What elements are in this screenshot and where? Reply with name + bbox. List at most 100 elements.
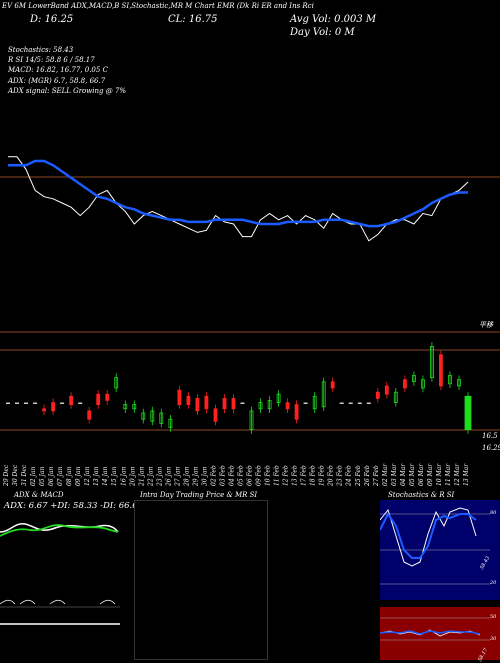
date-tick-label: 07 Jan xyxy=(57,466,64,486)
price-scale-label: 平移 xyxy=(479,321,493,329)
date-tick-label: 30 Jan xyxy=(201,466,208,486)
date-tick-label: 24 Feb xyxy=(346,465,353,487)
candle-body xyxy=(464,395,472,430)
candle-body xyxy=(186,395,191,405)
price-line xyxy=(8,156,469,242)
date-tick-label: 04 Mar xyxy=(400,463,407,486)
date-tick-label: 13 Mar xyxy=(463,463,470,486)
date-tick-label: 21 Jan xyxy=(138,466,145,487)
date-tick-label: 05 Feb xyxy=(238,465,245,486)
candle-doji xyxy=(240,402,245,404)
date-tick-label: 08 Jan xyxy=(66,466,73,486)
date-tick-label: 27 Jan xyxy=(174,466,181,487)
date-tick-label: 20 Jan xyxy=(129,466,136,487)
candle-body xyxy=(438,354,443,387)
adx-white-line xyxy=(0,523,119,533)
candle-body xyxy=(69,395,73,405)
candle-body xyxy=(213,408,218,422)
date-tick-label: 28 Jan xyxy=(183,466,190,487)
candle-body xyxy=(321,381,326,408)
candle-body xyxy=(276,393,281,403)
date-tick-label: 29 Jan xyxy=(192,466,199,487)
date-tick-label: 18 Feb xyxy=(310,465,317,486)
candle-body xyxy=(51,402,55,412)
candle-doji xyxy=(78,402,83,404)
candle-body xyxy=(457,379,461,387)
candle-body xyxy=(231,397,236,410)
date-tick-label: 10 Mar xyxy=(436,463,443,486)
candle-body xyxy=(159,412,164,424)
volume-label-low: 16.29 xyxy=(482,444,500,452)
candle-doji xyxy=(366,402,371,404)
candle-body xyxy=(204,395,209,410)
date-tick-label: 02 Mar xyxy=(382,463,389,486)
date-tick-label: 22 Jan xyxy=(147,466,154,487)
candle-body xyxy=(195,397,200,412)
date-tick-label: 05 Jan xyxy=(39,466,46,486)
date-tick-label: 25 Feb xyxy=(355,465,362,487)
candle-body xyxy=(448,375,452,385)
date-tick-label: 09 Mar xyxy=(427,463,434,486)
date-tick-label: 06 Jan xyxy=(48,466,55,486)
date-tick-label: 12 Jan xyxy=(84,466,91,486)
close-price: CL: 16.75 xyxy=(168,14,218,25)
date-tick-label: 13 Feb xyxy=(292,465,299,486)
date-tick-label: 26 Jan xyxy=(165,466,172,487)
candle-body xyxy=(123,404,128,410)
date-tick-label: 31 Dec xyxy=(21,464,28,486)
candle-body xyxy=(258,402,263,410)
date-tick-label: 13 Jan xyxy=(93,466,100,486)
day-volume: Day Vol: 0 M xyxy=(290,27,355,38)
adx-green-line xyxy=(0,524,119,537)
adx-panel xyxy=(0,500,120,660)
date-tick-label: 02 Jan xyxy=(30,466,37,486)
date-tick-label: 15 Jan xyxy=(111,466,118,486)
main-price-chart: 29 Dec 30 Dec 31 Dec 02 Jan 05 Jan 06 Jan 07 J… xyxy=(0,156,500,487)
candle-body xyxy=(177,389,182,406)
stochastics-k-line xyxy=(380,507,477,567)
candle-body xyxy=(96,393,101,406)
stochastics-level-80: 80 xyxy=(490,510,497,516)
candle-body xyxy=(375,391,380,399)
date-tick-label: 06 Feb xyxy=(247,465,254,486)
candle-body xyxy=(222,397,227,410)
candle-body xyxy=(420,379,425,389)
chart-header-line: EV 6M LowerBand ADX,MACD,B SI,Stochastic… xyxy=(2,2,314,10)
date-tick-label: 16 Jan xyxy=(120,466,127,486)
intraday-panel-title: Intra Day Trading Price & MR SI xyxy=(140,491,258,499)
candle-body xyxy=(114,377,119,389)
macd-line xyxy=(0,599,116,605)
candle-body xyxy=(132,404,137,410)
date-tick-label: 09 Jan xyxy=(75,466,82,486)
day-price: D: 16.25 xyxy=(30,14,74,25)
date-tick-label: 12 Feb xyxy=(283,465,290,486)
candle-body xyxy=(429,345,434,378)
candle-body xyxy=(312,395,317,410)
rsi-level-30: 30 xyxy=(490,636,497,642)
date-tick-label: 29 Dec xyxy=(3,464,10,487)
candle-doji xyxy=(339,402,344,404)
candle-body xyxy=(141,412,146,420)
date-tick-label: 23 Feb xyxy=(337,465,344,487)
volume-label-high: 16.5 xyxy=(482,432,498,440)
date-tick-label: 05 Mar xyxy=(409,463,416,486)
candle-doji xyxy=(15,402,19,404)
candle-doji xyxy=(60,402,65,404)
candle-body xyxy=(402,379,407,389)
intraday-panel xyxy=(134,500,268,660)
date-tick-label: 19 Feb xyxy=(319,465,326,486)
rsi-level-50: 50 xyxy=(490,614,497,620)
date-tick-label: 26 Feb xyxy=(364,465,371,487)
candle-doji xyxy=(33,402,38,404)
candle-body xyxy=(285,402,290,410)
date-tick-label: 03 Mar xyxy=(391,463,398,486)
candle-doji xyxy=(357,402,362,404)
candle-body xyxy=(411,375,416,383)
stochastics-level-20: 20 xyxy=(490,580,497,586)
stochastics-readout: Stochastics: 58.43 xyxy=(8,46,74,54)
candle-doji xyxy=(24,402,28,404)
candle-body xyxy=(249,410,254,430)
candle-body xyxy=(384,385,389,395)
candle-body xyxy=(87,410,92,420)
candle-body xyxy=(168,418,173,428)
